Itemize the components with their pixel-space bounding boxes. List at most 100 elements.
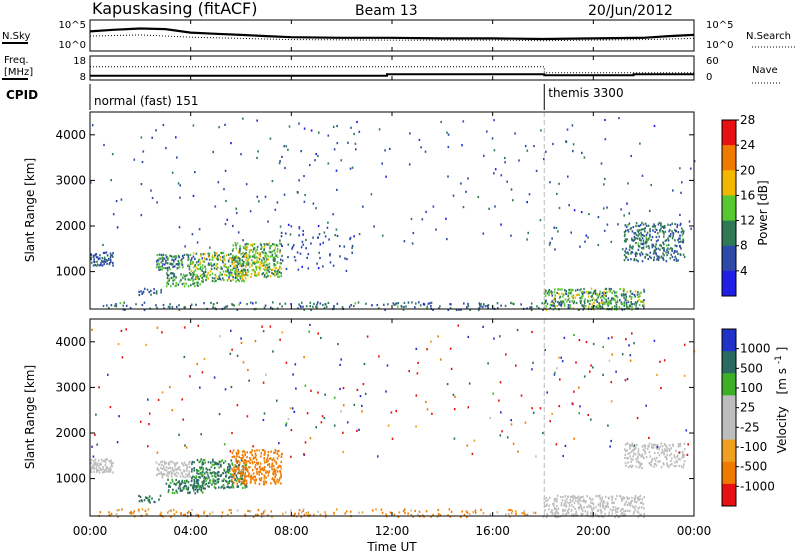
- data-cell: [449, 307, 452, 310]
- data-cell: [591, 510, 594, 513]
- data-cell: [203, 271, 205, 274]
- data-cell: [277, 465, 280, 469]
- data-cell: [657, 232, 659, 235]
- colorbar-tick-label: 24: [740, 138, 755, 152]
- data-cell: [466, 511, 469, 514]
- data-cell: [203, 357, 206, 361]
- data-cell: [208, 258, 211, 261]
- data-cell: [172, 279, 174, 282]
- data-cell: [100, 468, 103, 471]
- data-cell: [655, 228, 658, 232]
- data-cell: [659, 229, 661, 232]
- data-cell: [256, 195, 259, 198]
- data-cell: [598, 293, 601, 296]
- data-cell: [135, 303, 137, 306]
- data-cell: [646, 253, 649, 257]
- data-cell: [160, 288, 162, 291]
- data-cell: [294, 259, 297, 262]
- data-cell: [553, 373, 556, 376]
- data-cell: [267, 269, 269, 272]
- data-cell: [263, 466, 266, 469]
- data-cell: [183, 486, 185, 489]
- data-cell: [175, 284, 177, 287]
- data-cell: [315, 305, 317, 308]
- data-cell: [238, 257, 240, 260]
- data-cell: [346, 258, 348, 261]
- data-cell: [254, 463, 257, 467]
- data-cell: [273, 264, 275, 267]
- data-cell: [643, 507, 645, 510]
- data-cell: [244, 451, 246, 454]
- data-cell: [304, 441, 307, 444]
- data-cell: [603, 301, 605, 304]
- data-cell: [648, 436, 650, 439]
- data-cell: [568, 297, 571, 300]
- data-cell: [637, 496, 640, 499]
- data-cell: [170, 475, 173, 478]
- noise-sky-series: [89, 27, 695, 41]
- data-cell: [333, 307, 335, 310]
- data-cell: [170, 460, 172, 463]
- data-cell: [582, 500, 584, 503]
- data-cell: [672, 189, 674, 192]
- data-cell: [209, 274, 211, 277]
- data-cell: [555, 226, 558, 229]
- data-cell: [635, 465, 638, 468]
- data-cell: [226, 279, 229, 282]
- data-cell: [321, 415, 324, 418]
- data-cell: [548, 508, 550, 511]
- data-cell: [176, 461, 179, 464]
- noise-left-tick-bottom: 10^0: [59, 40, 86, 51]
- data-cell: [117, 343, 120, 346]
- data-cell: [589, 512, 592, 515]
- data-cell: [604, 118, 606, 122]
- data-cell: [630, 227, 632, 230]
- data-cell: [248, 262, 251, 265]
- data-cell: [545, 504, 548, 507]
- data-cell: [411, 242, 414, 245]
- data-cell: [418, 138, 421, 141]
- data-cell: [277, 269, 280, 272]
- data-cell: [279, 302, 281, 305]
- data-cell: [681, 181, 683, 184]
- data-cell: [252, 243, 254, 246]
- data-cell: [198, 258, 201, 261]
- data-cell: [269, 275, 272, 278]
- data-cell: [276, 273, 278, 276]
- data-cell: [175, 468, 178, 471]
- data-cell: [192, 124, 195, 127]
- data-cell: [505, 353, 507, 356]
- data-cell: [648, 237, 650, 240]
- data-cell: [249, 255, 252, 258]
- data-cell: [453, 437, 456, 440]
- data-cell: [557, 230, 559, 233]
- data-cell: [188, 258, 190, 261]
- data-cell: [630, 302, 632, 305]
- data-cell: [193, 480, 196, 483]
- data-cell: [145, 343, 147, 346]
- data-cell: [341, 306, 344, 309]
- data-cell: [643, 496, 645, 499]
- data-cell: [261, 468, 264, 471]
- data-cell: [500, 304, 502, 307]
- data-cell: [660, 255, 663, 258]
- data-cell: [430, 340, 432, 343]
- data-cell: [197, 284, 199, 287]
- data-cell: [309, 301, 312, 304]
- data-cell: [218, 471, 220, 474]
- data-cell: [190, 259, 192, 262]
- data-cell: [269, 137, 272, 140]
- data-cell: [623, 510, 625, 513]
- cpid-segment-normal: normal (fast) 151: [94, 94, 198, 108]
- data-cell: [662, 252, 664, 255]
- data-cell: [631, 251, 634, 254]
- data-cell: [336, 188, 338, 191]
- data-cell: [410, 217, 413, 221]
- data-cell: [263, 477, 266, 480]
- data-cell: [185, 446, 188, 449]
- data-cell: [198, 484, 200, 487]
- data-cell: [275, 480, 278, 483]
- data-cell: [535, 455, 537, 458]
- data-cell: [199, 261, 202, 264]
- data-cell: [545, 308, 548, 311]
